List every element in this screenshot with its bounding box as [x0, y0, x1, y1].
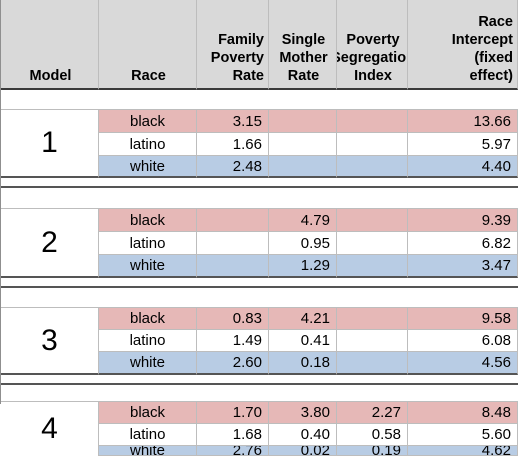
header-family-poverty-rate: Family Poverty Rate	[197, 0, 269, 90]
family-poverty-cell: 1.49	[197, 330, 269, 352]
header-race-intercept: Race Intercept (fixed effect)	[408, 0, 518, 90]
intercept-cell: 3.47	[408, 255, 518, 278]
model-number: 2	[1, 209, 99, 278]
model-separator	[1, 178, 518, 188]
family-poverty-cell	[197, 209, 269, 232]
family-poverty-cell: 3.15	[197, 110, 269, 133]
race-cell: latino	[99, 133, 197, 156]
single-mother-cell	[269, 156, 337, 178]
family-poverty-cell: 1.68	[197, 424, 269, 446]
single-mother-cell: 0.02	[269, 446, 337, 456]
race-cell: black	[99, 402, 197, 424]
spacer	[1, 385, 518, 402]
segregation-cell	[337, 110, 408, 133]
race-cell: black	[99, 308, 197, 330]
model-number: 1	[1, 110, 99, 178]
race-cell: black	[99, 209, 197, 232]
segregation-cell	[337, 232, 408, 255]
header-model: Model	[1, 0, 99, 90]
race-cell: white	[99, 156, 197, 178]
segregation-cell	[337, 209, 408, 232]
single-mother-cell: 4.21	[269, 308, 337, 330]
single-mother-cell: 3.80	[269, 402, 337, 424]
family-poverty-cell: 2.76	[197, 446, 269, 456]
intercept-cell: 6.82	[408, 232, 518, 255]
family-poverty-cell: 2.60	[197, 352, 269, 375]
intercept-cell: 9.39	[408, 209, 518, 232]
single-mother-cell	[269, 133, 337, 156]
intercept-cell: 5.60	[408, 424, 518, 446]
header-race: Race	[99, 0, 197, 90]
single-mother-cell: 0.18	[269, 352, 337, 375]
race-cell: black	[99, 110, 197, 133]
single-mother-cell: 0.40	[269, 424, 337, 446]
family-poverty-cell	[197, 232, 269, 255]
family-poverty-cell: 2.48	[197, 156, 269, 178]
segregation-cell	[337, 330, 408, 352]
family-poverty-cell: 1.70	[197, 402, 269, 424]
segregation-cell	[337, 156, 408, 178]
family-poverty-cell	[197, 255, 269, 278]
model-separator	[1, 375, 518, 385]
race-cell: white	[99, 352, 197, 375]
intercept-cell: 4.56	[408, 352, 518, 375]
intercept-cell: 4.62	[408, 446, 518, 456]
model-number: 4	[1, 402, 99, 456]
family-poverty-cell: 0.83	[197, 308, 269, 330]
segregation-cell	[337, 352, 408, 375]
model-separator	[1, 278, 518, 288]
family-poverty-cell: 1.66	[197, 133, 269, 156]
segregation-cell	[337, 308, 408, 330]
intercept-cell: 8.48	[408, 402, 518, 424]
intercept-cell: 9.58	[408, 308, 518, 330]
race-cell: white	[99, 255, 197, 278]
header-poverty-segregation-index: Poverty Segregation Index	[337, 0, 408, 90]
race-cell: latino	[99, 232, 197, 255]
single-mother-cell: 0.95	[269, 232, 337, 255]
intercept-cell: 4.40	[408, 156, 518, 178]
single-mother-cell: 4.79	[269, 209, 337, 232]
spacer	[1, 188, 518, 209]
intercept-cell: 6.08	[408, 330, 518, 352]
race-cell: white	[99, 446, 197, 456]
header-single-mother-rate: Single Mother Rate	[269, 0, 337, 90]
single-mother-cell	[269, 110, 337, 133]
spacer	[1, 90, 518, 110]
intercept-cell: 5.97	[408, 133, 518, 156]
single-mother-cell: 0.41	[269, 330, 337, 352]
segregation-cell	[337, 133, 408, 156]
single-mother-cell: 1.29	[269, 255, 337, 278]
race-cell: latino	[99, 424, 197, 446]
segregation-cell: 0.19	[337, 446, 408, 456]
intercept-cell: 13.66	[408, 110, 518, 133]
race-cell: latino	[99, 330, 197, 352]
segregation-cell: 0.58	[337, 424, 408, 446]
segregation-cell: 2.27	[337, 402, 408, 424]
model-number: 3	[1, 308, 99, 375]
spacer	[1, 288, 518, 308]
segregation-cell	[337, 255, 408, 278]
